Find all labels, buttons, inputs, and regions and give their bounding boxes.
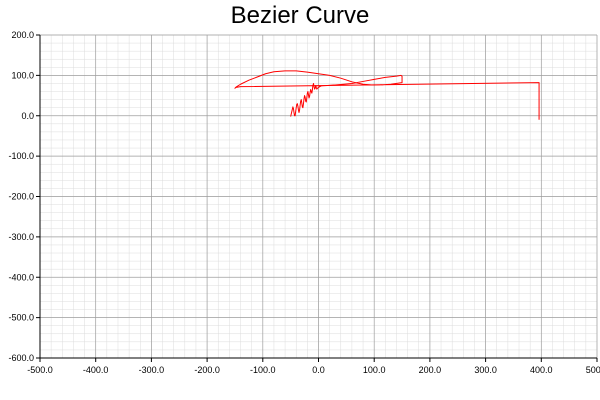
y-tick-label: -400.0 xyxy=(8,272,34,282)
x-tick-label: 200.0 xyxy=(419,365,442,375)
y-tick-label: -100.0 xyxy=(8,151,34,161)
y-tick-label: -200.0 xyxy=(8,192,34,202)
axes xyxy=(36,34,598,362)
y-tick-label: -500.0 xyxy=(8,313,34,323)
y-tick-label: -600.0 xyxy=(8,353,34,363)
series-layer xyxy=(234,70,540,120)
x-tick-label: -200.0 xyxy=(194,365,220,375)
chart-title: Bezier Curve xyxy=(230,2,370,29)
y-tick-label: 100.0 xyxy=(11,70,34,80)
grid xyxy=(39,34,598,359)
x-tick-label: 100.0 xyxy=(363,365,386,375)
y-tick-label: 0.0 xyxy=(21,111,34,121)
x-tick-label: 0.0 xyxy=(312,365,325,375)
y-tick-label: 200.0 xyxy=(11,30,34,40)
x-tick-label: 500.0 xyxy=(586,365,600,375)
x-tick-label: -400.0 xyxy=(83,365,109,375)
y-tick-label: -300.0 xyxy=(8,232,34,242)
x-tick-label: -300.0 xyxy=(139,365,165,375)
x-tick-label: 300.0 xyxy=(474,365,497,375)
x-tick-label: -100.0 xyxy=(250,365,276,375)
x-tick-label: 400.0 xyxy=(530,365,553,375)
bezier-curve-line xyxy=(234,70,540,120)
tick-labels: -500.0 -400.0 -300.0 -200.0 -100.0 0.0 100.0 20… xyxy=(8,30,600,375)
x-tick-label: -500.0 xyxy=(27,365,53,375)
